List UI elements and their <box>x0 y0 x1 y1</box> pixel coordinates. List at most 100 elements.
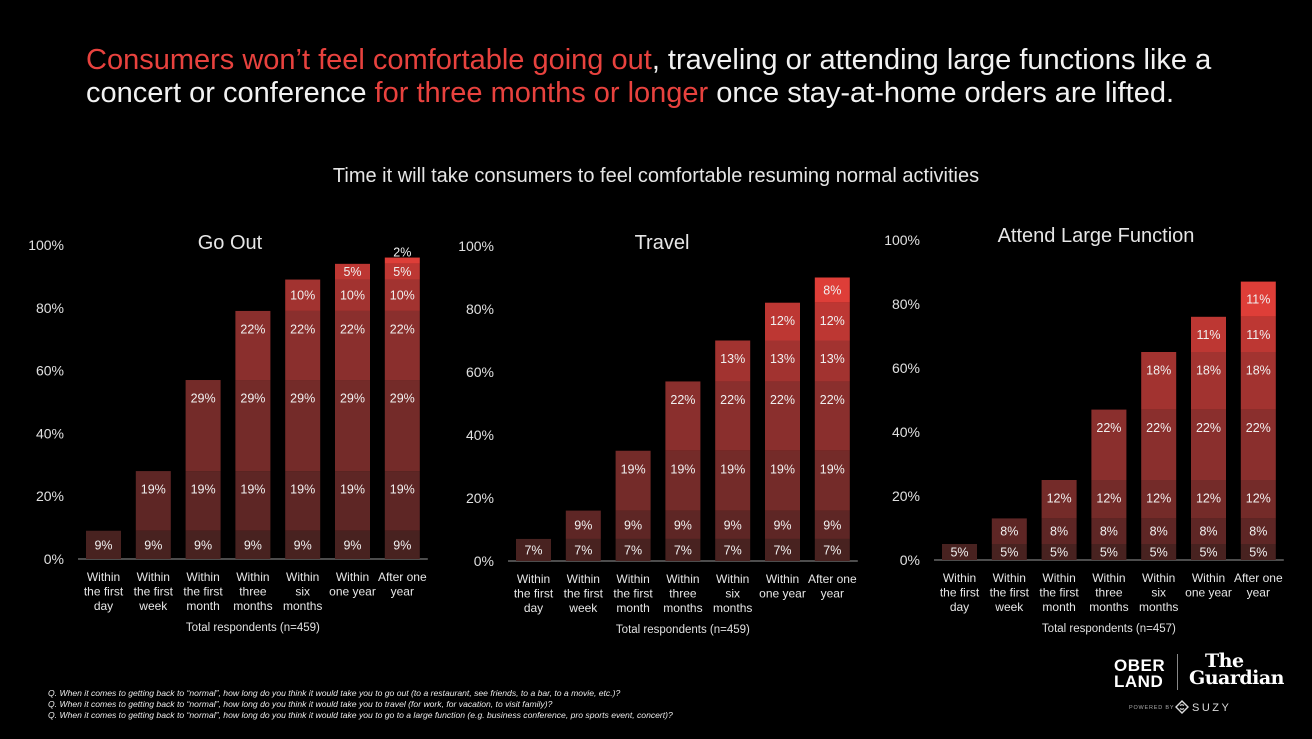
bar-segment <box>765 381 800 451</box>
bar-value-label: 5% <box>1000 546 1018 560</box>
bar-value-label: 8% <box>1249 525 1267 539</box>
bar-value-label: 22% <box>720 393 745 407</box>
bar-value-label: 9% <box>94 538 112 552</box>
bar-value-label: 7% <box>524 543 542 557</box>
bar-value-label: 13% <box>720 352 745 366</box>
bar-segment <box>235 530 271 559</box>
bar-segment <box>384 380 420 472</box>
y-tick-label: 100% <box>28 237 64 253</box>
bar-segment <box>765 538 800 561</box>
bar-value-label: 7% <box>773 543 791 557</box>
y-tick-label: 80% <box>466 301 494 317</box>
x-tick-label: Within the first day <box>84 570 124 613</box>
x-tick-label: Within the first month <box>613 572 653 615</box>
bar-segment <box>1141 409 1177 480</box>
bar-value-label: 19% <box>290 483 315 497</box>
bar-value-label: 7% <box>624 543 642 557</box>
bar-segment <box>765 510 800 539</box>
bar-value-label: 18% <box>1196 364 1221 378</box>
bar-segment <box>1191 409 1226 480</box>
chart-title: Go Out <box>198 232 263 254</box>
oberland-logo-line-1: OBER <box>1114 656 1166 675</box>
bar-segment <box>814 277 850 303</box>
bar-segment <box>1041 518 1077 544</box>
bar-value-label: 5% <box>393 265 411 279</box>
bar-value-label: 19% <box>240 483 265 497</box>
y-tick-label: 20% <box>36 488 64 504</box>
suzy-logo-icon <box>1175 700 1189 714</box>
x-tick-label: Within the first week <box>564 572 604 615</box>
bar-segment <box>86 530 121 559</box>
bar-segment <box>285 471 321 531</box>
y-tick-label: 0% <box>474 553 494 569</box>
bar-value-label: 9% <box>823 518 841 532</box>
bar-segment <box>1240 352 1276 410</box>
bar-segment <box>1240 316 1276 352</box>
bar-segment <box>814 381 850 451</box>
bar-value-label: 9% <box>674 518 692 532</box>
bar-value-label: 2% <box>393 246 411 260</box>
oberland-logo-line-2: LAND <box>1114 672 1164 691</box>
headline-text-1: , traveling or attending large functions… <box>86 44 1212 109</box>
bar-segment <box>185 530 221 559</box>
bar-value-label: 10% <box>340 289 365 303</box>
bar-value-label: 19% <box>390 483 415 497</box>
y-tick-label: 60% <box>466 364 494 380</box>
suzy-logo: SUZY <box>1192 702 1232 714</box>
footnote-travel: Q. When it comes to getting back to “nor… <box>48 699 553 709</box>
y-tick-label: 40% <box>892 424 920 440</box>
bar-value-label: 22% <box>340 322 365 336</box>
bar-value-label: 19% <box>820 462 845 476</box>
bar-segment <box>335 279 370 311</box>
bar-segment <box>1240 409 1276 480</box>
bar-value-label: 13% <box>770 352 795 366</box>
bar-segment <box>814 340 850 382</box>
bar-segment <box>1041 480 1077 519</box>
bar-segment <box>715 340 751 382</box>
bar-value-label: 9% <box>773 518 791 532</box>
respondents-note: Total respondents (n=457) <box>1042 623 1176 635</box>
bar-segment <box>991 518 1027 544</box>
bar-value-label: 11% <box>1246 293 1270 307</box>
y-tick-label: 40% <box>36 425 64 441</box>
x-tick-label: Within three months <box>663 572 702 615</box>
bar-value-label: 22% <box>820 393 845 407</box>
guardian-logo-line-1: The <box>1205 650 1244 672</box>
bar-segment <box>285 380 321 472</box>
bar-segment <box>715 538 751 561</box>
x-tick-label: Within the first day <box>940 571 980 614</box>
bar-value-label: 18% <box>1146 364 1171 378</box>
bar-value-label: 19% <box>670 462 695 476</box>
y-tick-label: 100% <box>458 238 494 254</box>
chart-subtitle: Time it will take consumers to feel comf… <box>332 165 980 187</box>
bar-value-label: 22% <box>390 322 415 336</box>
bar-segment <box>135 471 171 531</box>
bar-segment <box>335 530 370 559</box>
bar-segment <box>235 471 271 531</box>
bar-value-label: 9% <box>144 538 162 552</box>
bar-segment <box>665 381 701 451</box>
bar-segment <box>942 544 977 560</box>
bar-segment <box>765 340 800 382</box>
bar-segment <box>1191 316 1226 352</box>
x-tick-label: Within one year <box>329 570 376 599</box>
bar-value-label: 9% <box>343 538 361 552</box>
bar-segment <box>1091 480 1127 519</box>
bar-value-label: 19% <box>340 483 365 497</box>
bar-value-label: 5% <box>1050 546 1068 560</box>
y-tick-label: 60% <box>892 360 920 376</box>
bar-segment <box>1240 281 1276 317</box>
bar-segment <box>814 538 850 561</box>
x-tick-label: Within six months <box>1139 571 1178 614</box>
chart-panel-1: Go Out 0% 20% 40% 60% 80% 100% 9% Within the firs… <box>28 232 428 634</box>
bar-value-label: 9% <box>194 538 212 552</box>
bar-segment <box>1191 544 1226 560</box>
bar-value-label: 9% <box>724 518 742 532</box>
bar-value-label: 10% <box>390 289 415 303</box>
bar-segment <box>285 310 321 381</box>
y-tick-label: 80% <box>36 300 64 316</box>
bar-value-label: 22% <box>1146 421 1171 435</box>
logo-divider <box>1177 654 1178 690</box>
bar-value-label: 9% <box>574 518 592 532</box>
bar-value-label: 5% <box>1249 546 1267 560</box>
